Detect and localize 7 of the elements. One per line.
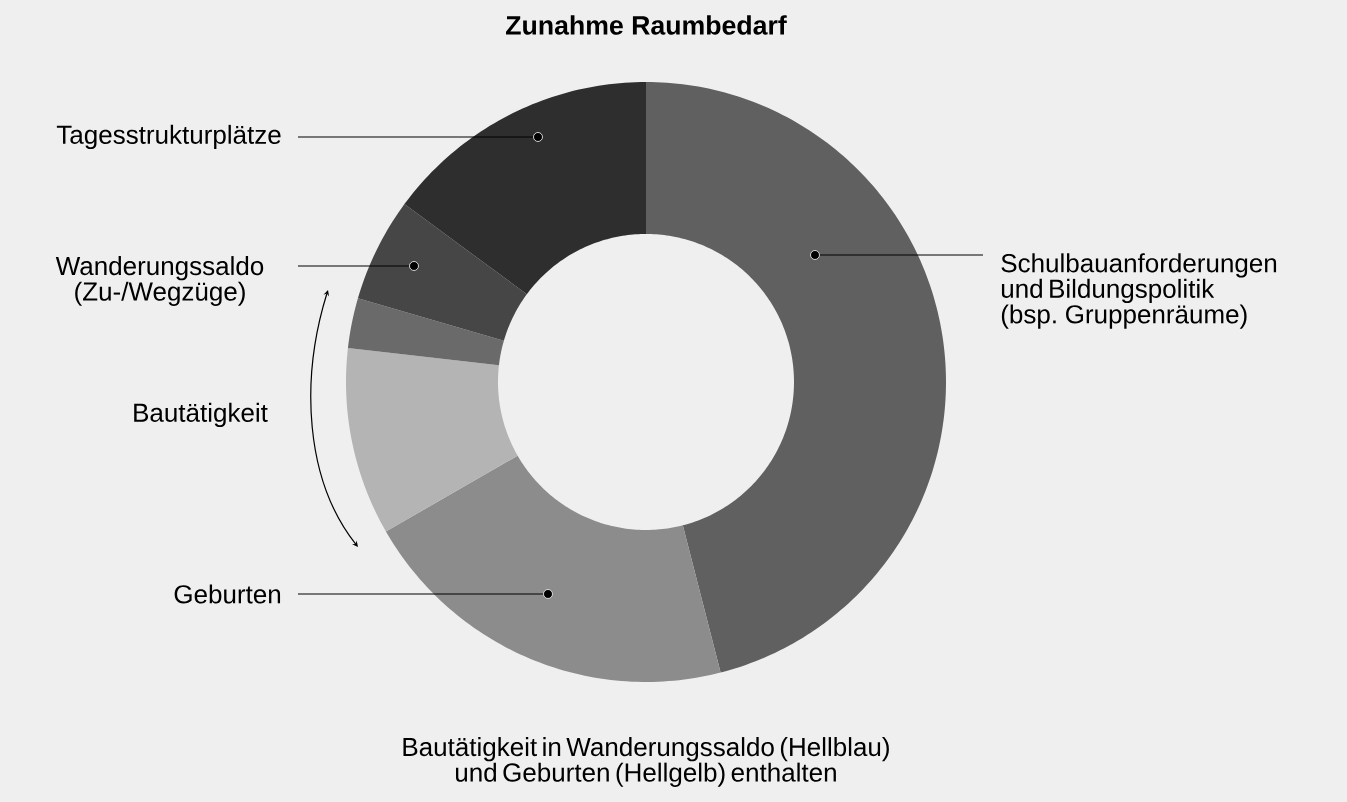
text: Bautätigkeit (134, 402, 268, 428)
slice-label: Geburten (174, 584, 281, 604)
slice-label: Wanderungssaldo (Zu-/Wegzüge) (55, 256, 264, 306)
chart-title: Zunahme Raumbedarf (506, 15, 787, 35)
slice-label: Tagesstrukturplätze (56, 124, 281, 150)
text: Bautätigkeit in Wanderungssaldo (Hellblau) und Geburten (Hellgelb) enthalten (403, 737, 889, 787)
slice-label: Schulbauanforderungen und Bildungspolitik (bsp. Gruppenräume) (1001, 253, 1277, 329)
